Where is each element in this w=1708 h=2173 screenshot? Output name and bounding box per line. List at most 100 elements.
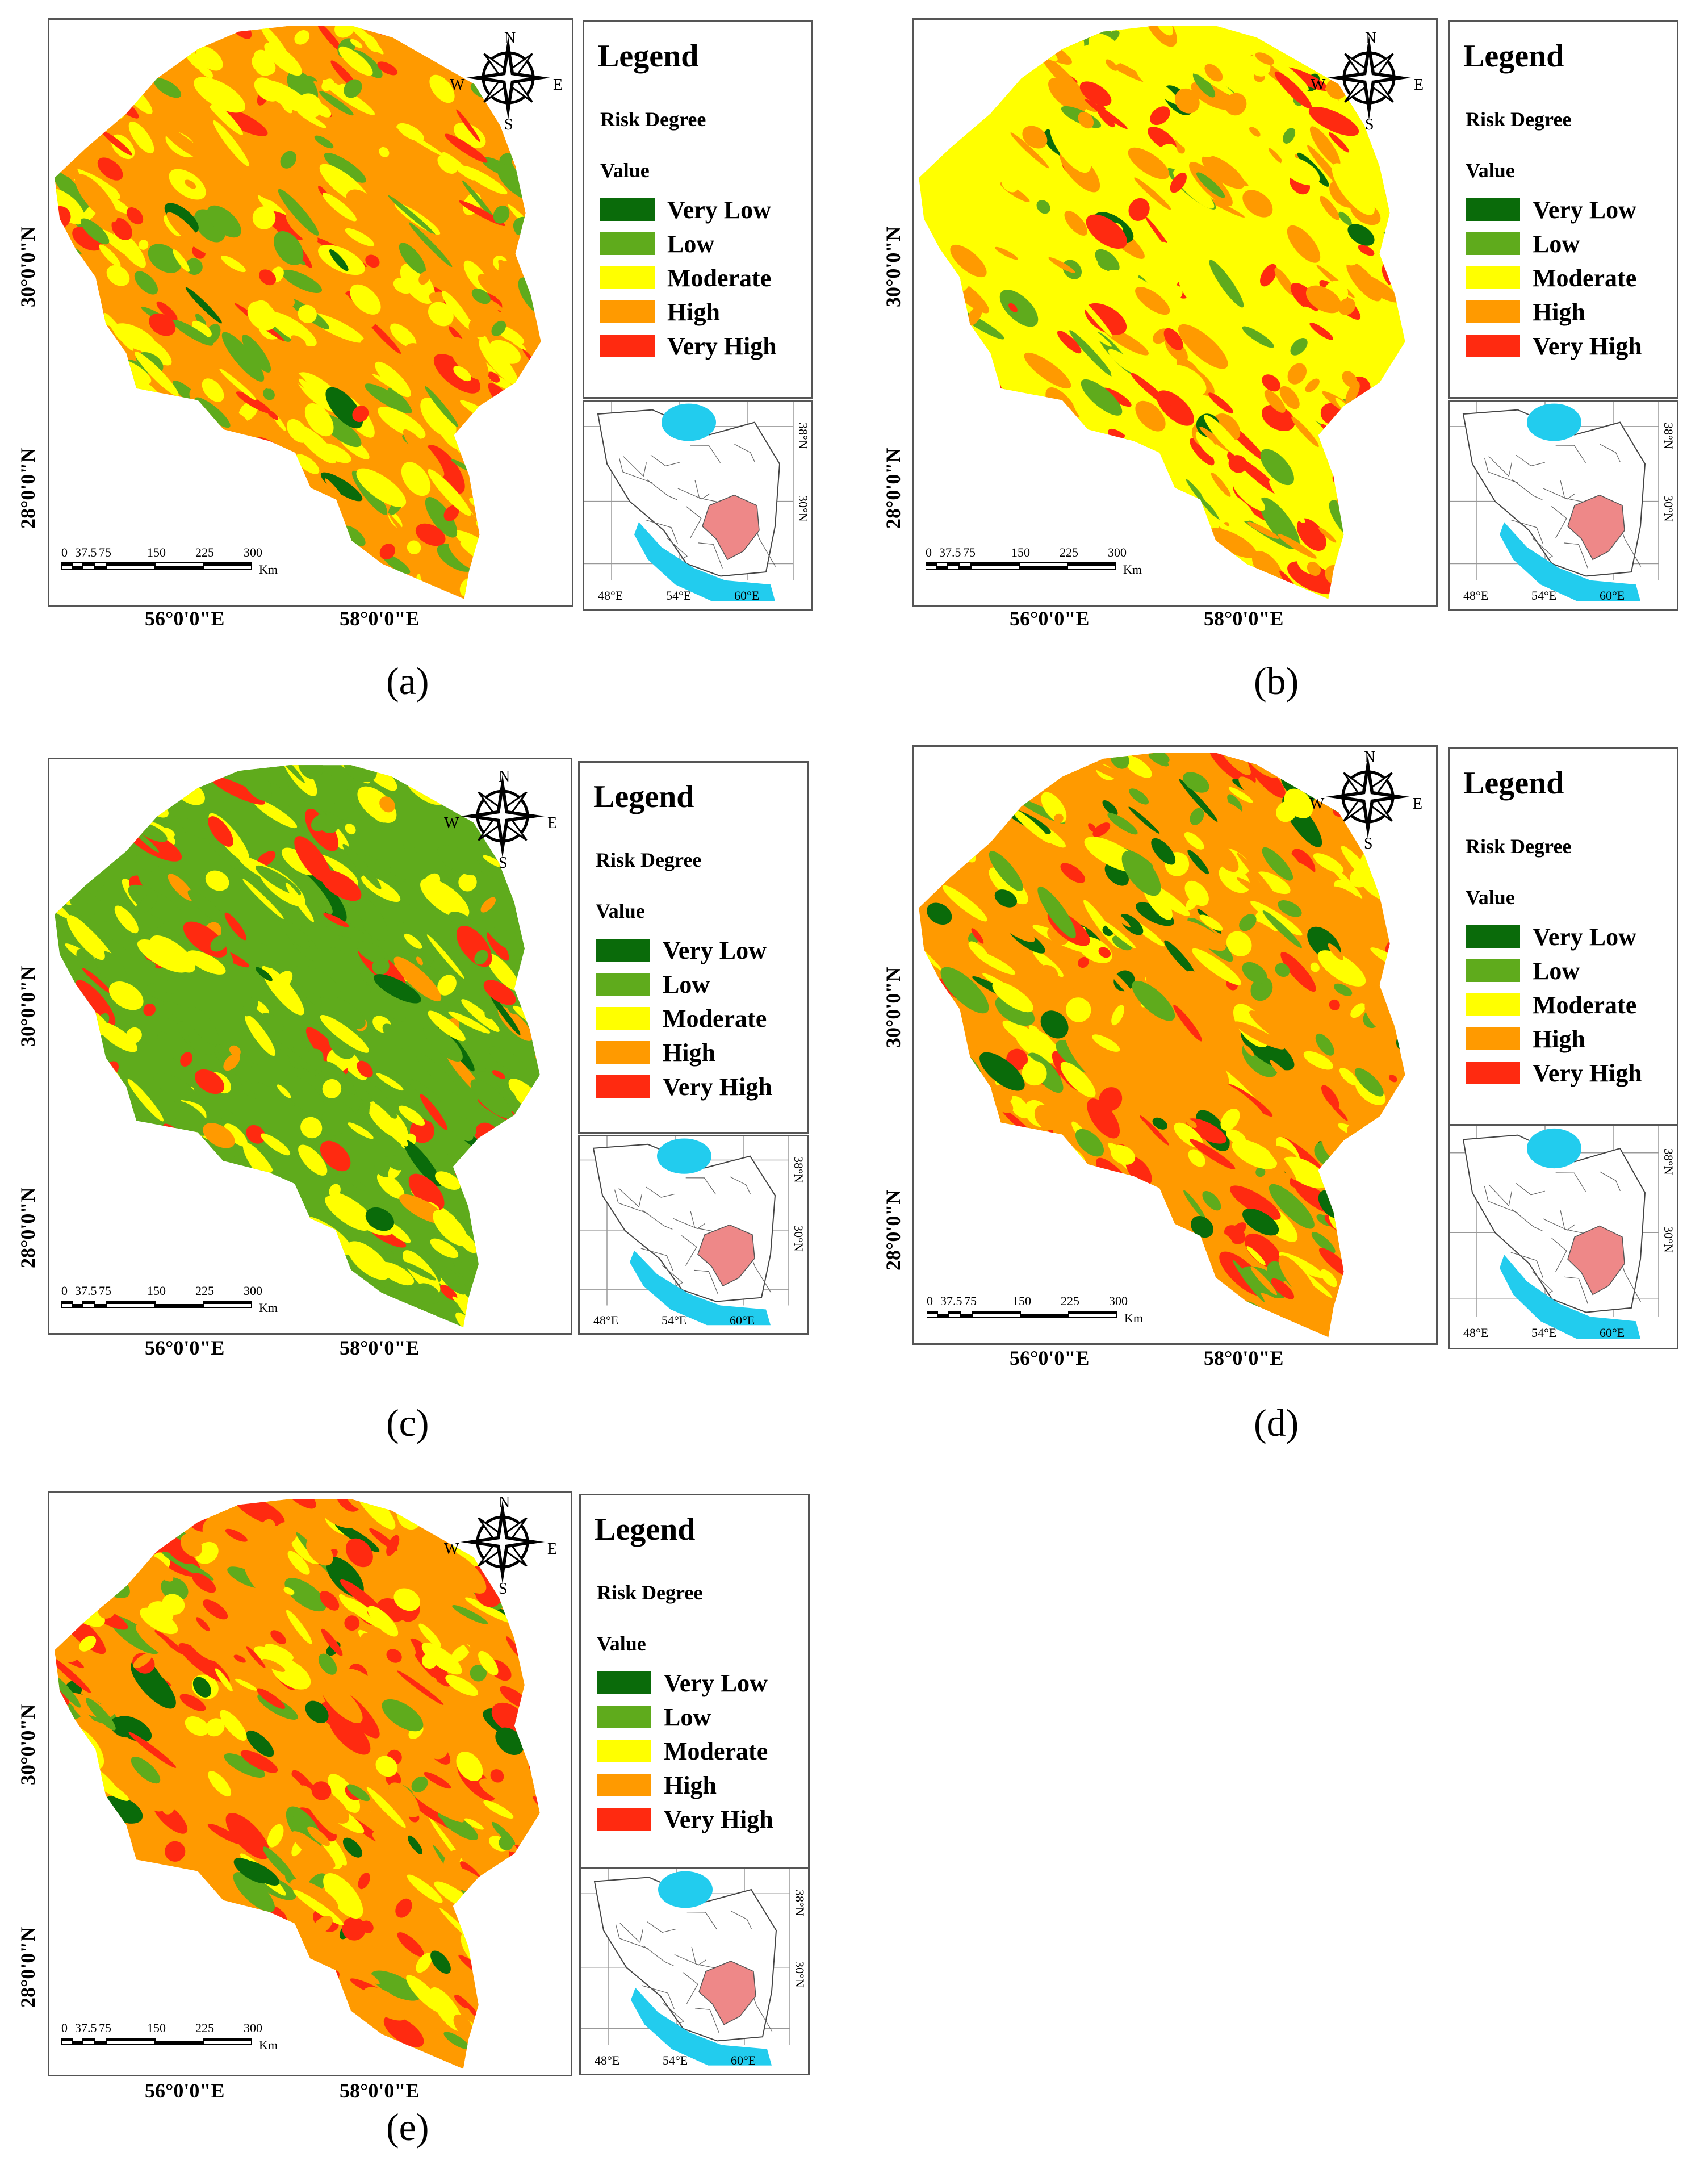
- risk-patch: [1259, 497, 1300, 549]
- risk-patch: [55, 766, 66, 789]
- risk-patch: [927, 902, 952, 925]
- risk-patch: [162, 828, 175, 837]
- risk-patch: [530, 1704, 540, 1724]
- risk-patch: [1014, 483, 1058, 523]
- risk-patch: [350, 284, 381, 315]
- risk-patch: [509, 1975, 540, 2004]
- risk-patch: [170, 1920, 195, 1933]
- risk-patch: [127, 64, 146, 83]
- risk-patch: [104, 1532, 125, 1554]
- risk-patch: [55, 841, 71, 874]
- risk-patch: [55, 502, 65, 521]
- risk-patch: [243, 1861, 280, 1886]
- risk-patch: [115, 1716, 152, 1742]
- risk-patch: [132, 181, 159, 211]
- risk-patch: [426, 327, 449, 344]
- risk-patch: [366, 1787, 406, 1828]
- risk-patch: [470, 1079, 512, 1118]
- risk-patch: [55, 821, 76, 848]
- risk-patch: [445, 1675, 479, 1696]
- risk-patch: [919, 1136, 943, 1167]
- risk-patch: [345, 824, 356, 835]
- risk-patch: [1309, 126, 1341, 166]
- risk-patch: [255, 62, 271, 76]
- risk-patch: [1303, 1051, 1334, 1070]
- risk-patch: [81, 1913, 120, 1944]
- compass-w-label: W: [444, 1540, 459, 1558]
- risk-patch: [1138, 1219, 1161, 1242]
- risk-patch: [420, 1094, 448, 1130]
- risk-patch: [1389, 140, 1405, 162]
- risk-patch: [1313, 853, 1344, 874]
- risk-patch: [237, 471, 265, 505]
- legend-item: High: [1466, 298, 1585, 326]
- risk-patch: [162, 1134, 183, 1154]
- risk-patch: [1054, 185, 1083, 223]
- risk-patch: [222, 1927, 250, 1955]
- risk-patch: [531, 138, 541, 168]
- risk-patch: [1143, 592, 1165, 599]
- risk-patch: [520, 915, 540, 946]
- risk-patch: [1246, 1323, 1266, 1338]
- risk-patch: [72, 27, 98, 53]
- risk-patch: [1240, 830, 1288, 855]
- risk-patch: [1120, 914, 1144, 935]
- risk-patch: [514, 1156, 530, 1171]
- risk-patch: [919, 379, 929, 409]
- risk-patch: [61, 1522, 90, 1546]
- risk-patch: [1262, 404, 1295, 431]
- risk-patch: [1188, 1149, 1205, 1167]
- risk-patch: [83, 1222, 137, 1261]
- risk-patch: [543, 1656, 571, 1690]
- risk-patch: [145, 44, 160, 60]
- risk-patch: [539, 1161, 571, 1196]
- risk-patch: [218, 1179, 262, 1218]
- risk-patch: [342, 1837, 363, 1858]
- risk-patch: [535, 568, 541, 593]
- risk-patch: [1007, 1219, 1052, 1245]
- risk-patch: [114, 905, 139, 934]
- risk-patch: [66, 1203, 108, 1243]
- risk-patch: [55, 1245, 89, 1278]
- risk-patch: [563, 529, 572, 545]
- risk-patch: [518, 507, 538, 521]
- risk-patch: [1405, 373, 1425, 392]
- risk-patch: [121, 1499, 142, 1515]
- inset-lon-label: 48°E: [593, 1313, 619, 1328]
- risk-patch: [537, 1911, 540, 1930]
- risk-patch: [1218, 1232, 1233, 1247]
- compass-w-label: W: [444, 814, 459, 832]
- lat-label-30: 30°0'0"N: [16, 1704, 39, 1785]
- risk-patch: [989, 312, 1010, 333]
- risk-patch: [1307, 562, 1321, 576]
- legend-swatch: [597, 1706, 651, 1728]
- risk-patch: [60, 91, 78, 109]
- risk-patch: [524, 1856, 540, 1881]
- scale-tick-label: 300: [244, 545, 262, 559]
- risk-patch: [1243, 1044, 1254, 1056]
- risk-patch: [361, 1920, 374, 1933]
- risk-patch: [62, 1546, 91, 1579]
- risk-patch: [57, 793, 91, 813]
- risk-patch: [1002, 178, 1018, 193]
- legend-box: Legend Risk Degree Value Very Low Low Moderat…: [583, 20, 813, 399]
- risk-patch: [274, 1522, 297, 1545]
- risk-patch: [935, 64, 951, 77]
- risk-patch: [1111, 366, 1125, 381]
- risk-patch: [134, 271, 158, 295]
- legend-swatch: [600, 300, 655, 323]
- risk-patch: [395, 1898, 412, 1918]
- risk-patch: [533, 452, 541, 463]
- risk-patch: [326, 586, 382, 599]
- risk-patch: [1404, 1230, 1424, 1248]
- risk-patch: [1220, 1108, 1240, 1131]
- risk-patch: [1157, 144, 1178, 168]
- risk-patch: [210, 935, 228, 952]
- risk-patch: [1294, 871, 1330, 896]
- risk-patch: [138, 240, 149, 250]
- risk-patch: [332, 588, 345, 599]
- risk-patch: [421, 1653, 437, 1669]
- risk-patch: [472, 595, 495, 599]
